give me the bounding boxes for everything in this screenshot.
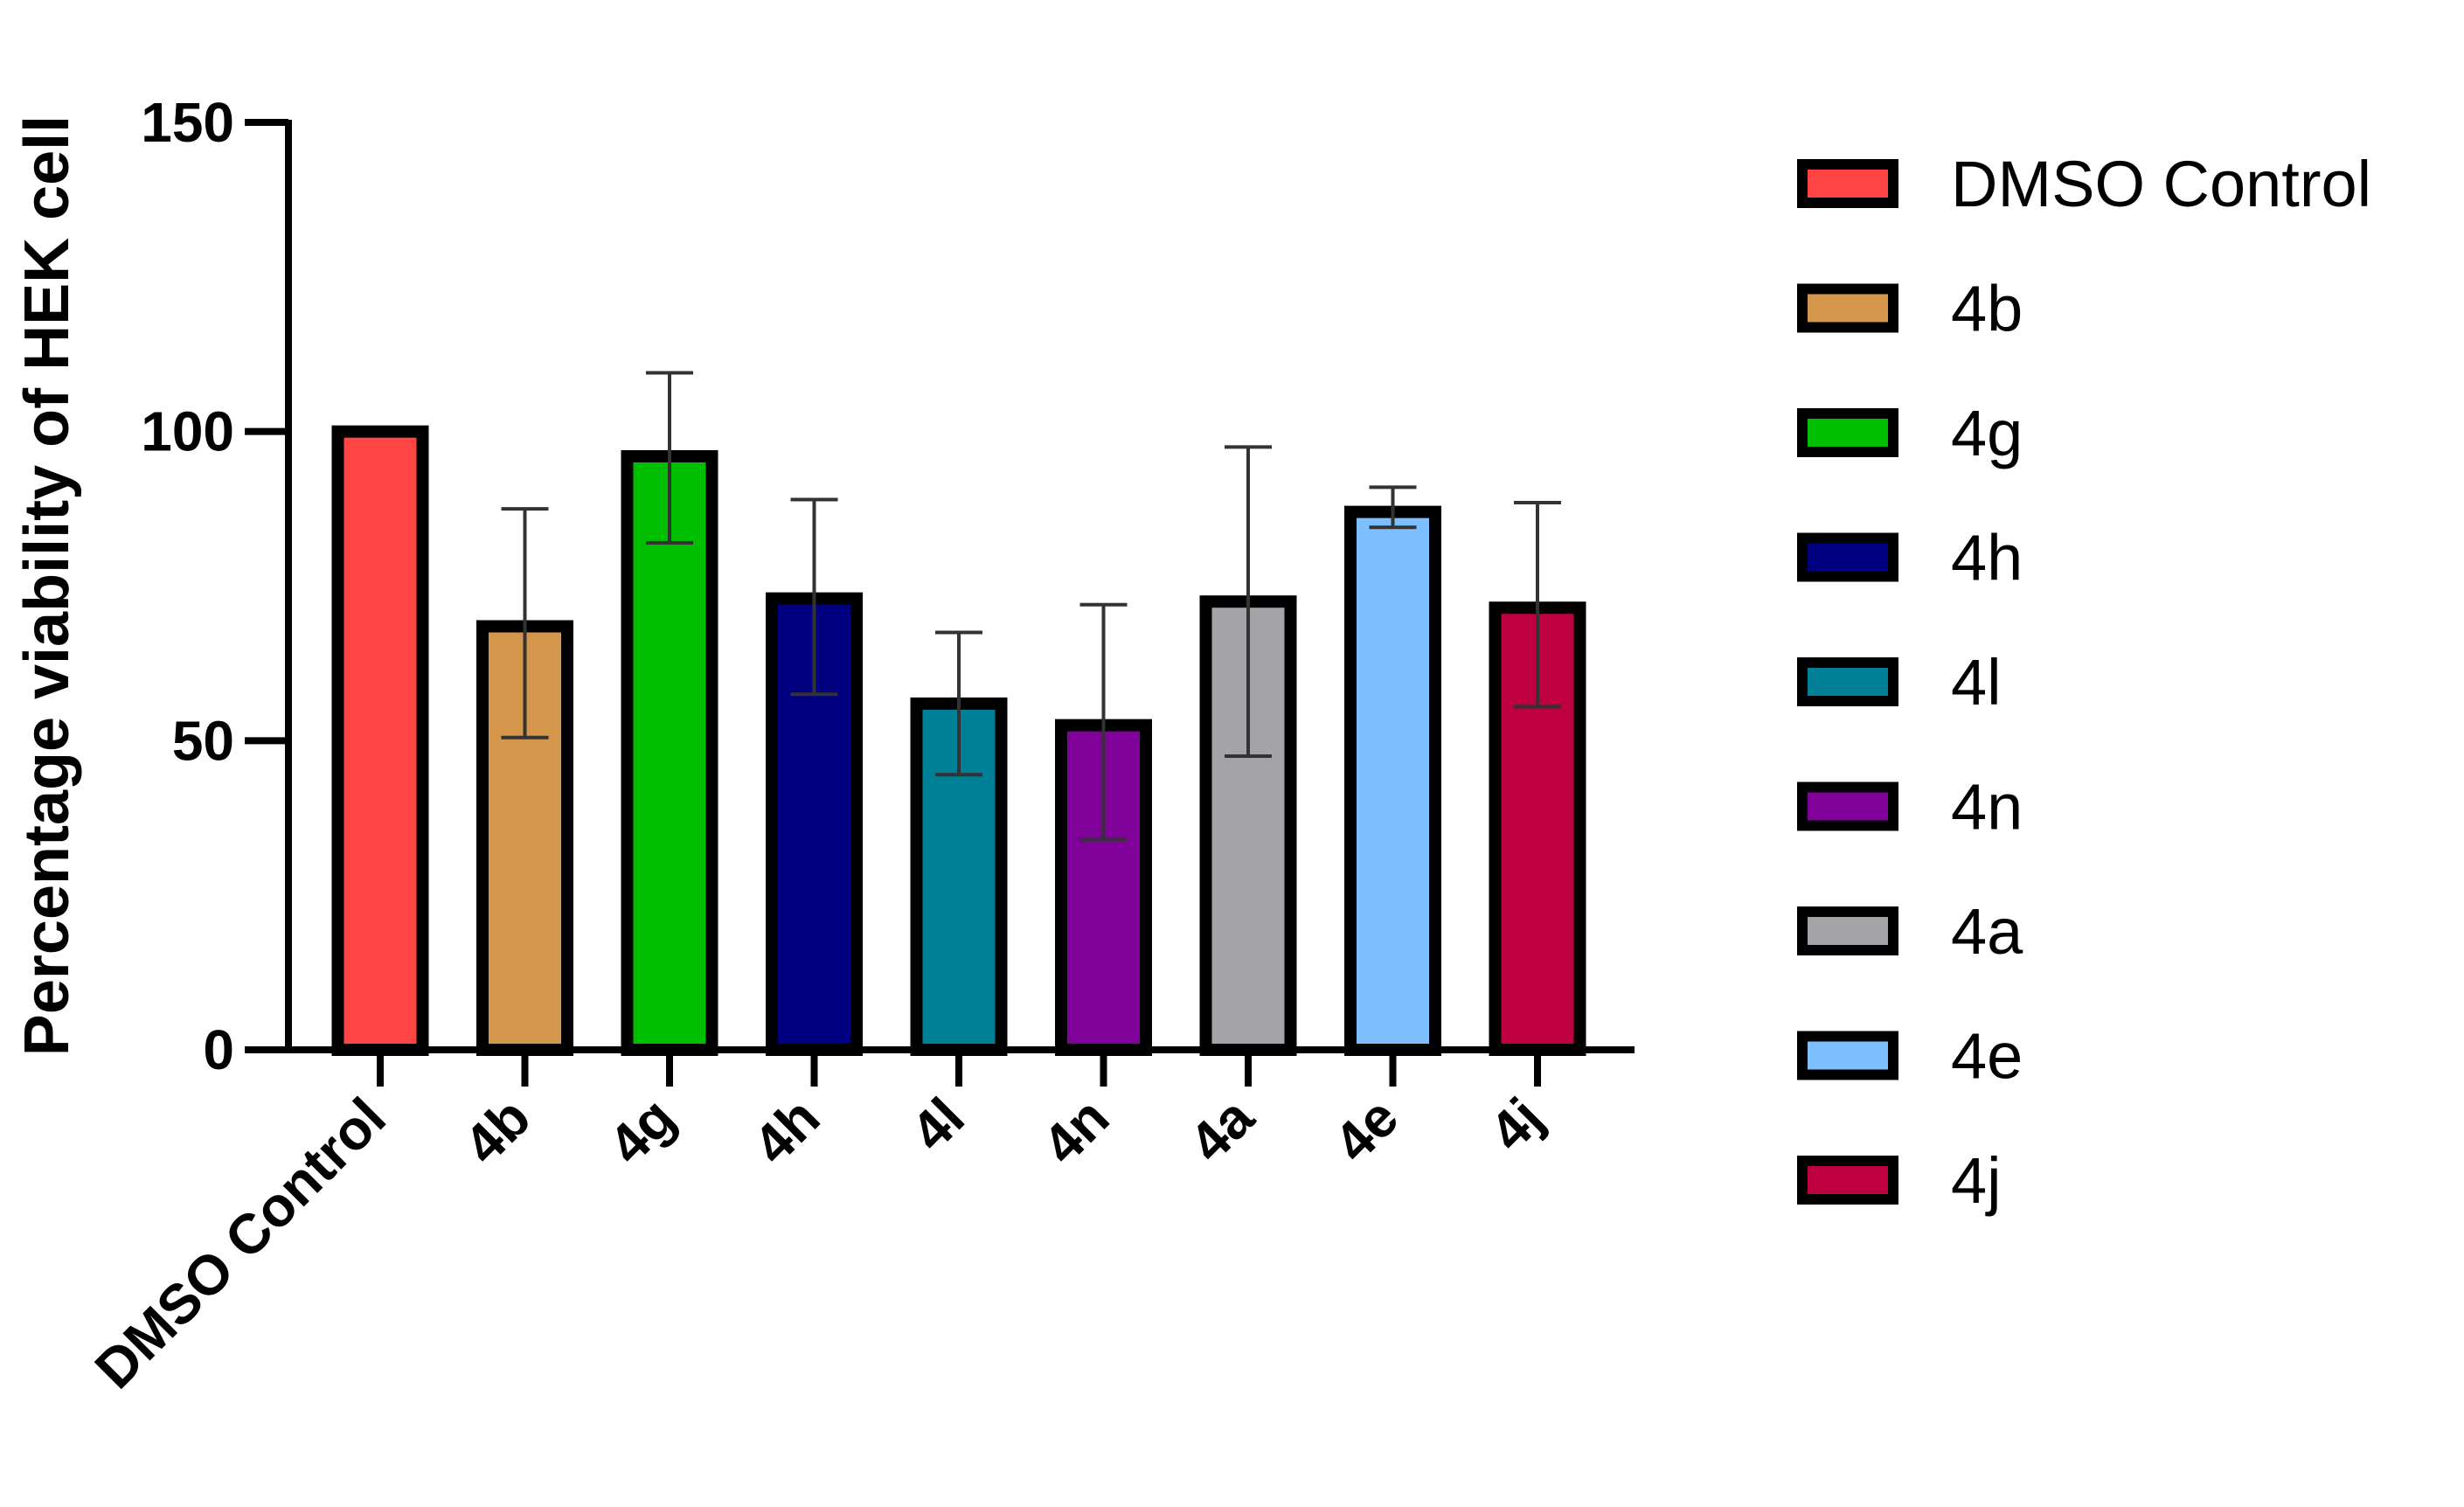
bar-4g [621,449,718,1056]
legend-swatch-4l [1797,657,1898,706]
legend-label-4g: 4g [1951,397,2023,469]
legend-swatch-4h [1797,532,1898,582]
legend-swatch-4n [1797,781,1898,831]
x-tick-label-4e: 4e [1322,1086,1410,1174]
legend-swatch-dmso-control [1797,159,1898,208]
error-bars-layer [501,371,1561,842]
x-tick-label-4n: 4n [1031,1086,1121,1177]
legend: DMSO Control 4b 4g 4h 4l 4n 4a 4e 4j [1797,148,2371,1217]
legend-label-4a: 4a [1951,895,2023,968]
legend-label-4l: 4l [1951,646,2002,719]
legend-label-4j: 4j [1951,1144,2002,1217]
bar-4e [1344,505,1441,1056]
x-tick-label-4h: 4h [741,1086,832,1177]
bar-4h [766,592,863,1056]
x-tick-label-dmso-control: DMSO Control [83,1086,398,1400]
legend-label-4n: 4n [1951,771,2023,844]
bar-dmso-control [331,425,429,1056]
legend-swatch-4j [1797,1156,1898,1205]
x-tick-label-4a: 4a [1177,1086,1267,1175]
x-tick-label-4j: 4j [1477,1086,1555,1163]
legend-swatch-4a [1797,906,1898,955]
legend-label-dmso-control: DMSO Control [1951,148,2371,220]
x-tick-label-4g: 4g [596,1086,687,1177]
legend-swatch-4g [1797,408,1898,457]
legend-label-4b: 4b [1951,273,2023,345]
y-tick-label-100: 100 [141,400,234,463]
legend-swatch-4b [1797,283,1898,333]
legend-swatch-4e [1797,1031,1898,1080]
y-tick-label-150: 150 [141,91,234,154]
y-axis-title: Percentage viability of HEK cell [12,115,82,1056]
y-tick-label-0: 0 [203,1018,234,1081]
legend-label-4e: 4e [1951,1020,2023,1093]
x-tick-label-4b: 4b [452,1086,543,1177]
legend-label-4h: 4h [1951,522,2023,594]
y-tick-label-50: 50 [172,709,234,772]
x-tick-label-4l: 4l [899,1086,976,1163]
